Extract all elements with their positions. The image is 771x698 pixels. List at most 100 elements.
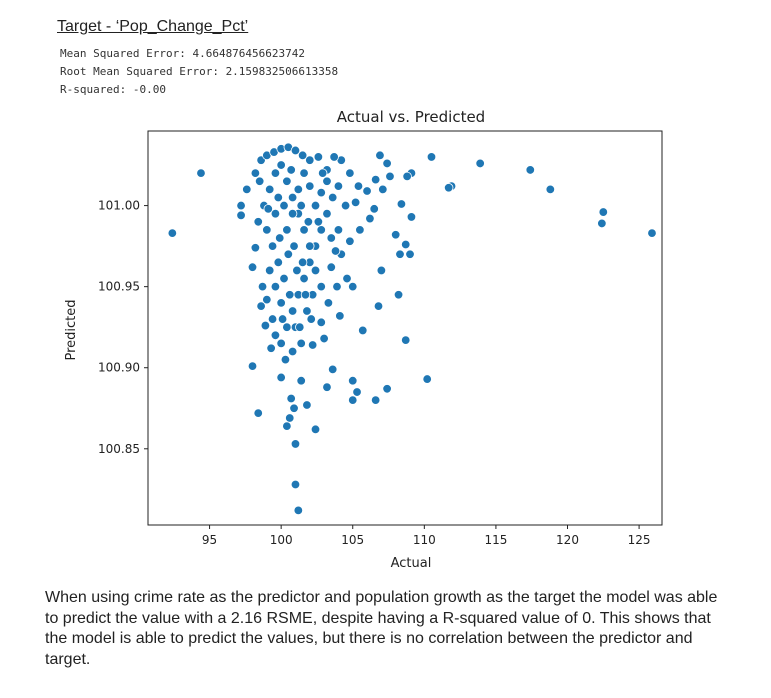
data-point: [287, 306, 298, 316]
data-point: [282, 421, 292, 431]
data-point: [393, 290, 404, 300]
data-point: [302, 400, 312, 410]
data-point: [330, 246, 341, 256]
data-point: [242, 184, 252, 195]
data-point: [250, 243, 261, 253]
y-tick-label: 100.95: [98, 280, 140, 294]
data-point: [262, 225, 272, 235]
data-point: [264, 265, 275, 276]
data-point: [322, 208, 332, 219]
data-point: [273, 257, 283, 268]
data-point: [313, 217, 324, 227]
data-point: [369, 204, 379, 214]
data-point: [327, 192, 338, 203]
data-point: [348, 375, 358, 386]
data-point: [395, 249, 405, 259]
data-point: [285, 290, 295, 300]
rmse-output: Root Mean Squared Error: 2.1598325066133…: [60, 65, 339, 78]
data-point: [402, 171, 412, 182]
data-point: [297, 150, 308, 161]
scatter-chart: Actual vs. Predicted 95 100 105 110 115 120 12…: [64, 108, 663, 571]
data-point: [647, 228, 657, 238]
data-point: [282, 225, 292, 235]
data-point: [236, 200, 246, 211]
data-point: [295, 322, 305, 332]
data-point: [333, 225, 344, 235]
data-point: [254, 176, 265, 186]
data-point: [443, 183, 454, 193]
data-point: [290, 145, 301, 156]
data-point: [299, 225, 309, 235]
data-point: [405, 249, 415, 259]
data-point: [378, 184, 388, 195]
data-point: [276, 298, 286, 308]
data-point: [277, 314, 288, 324]
x-tick-label: 115: [484, 533, 507, 547]
data-point: [250, 168, 261, 178]
data-point: [290, 479, 301, 490]
data-point: [426, 152, 437, 162]
data-point: [323, 298, 334, 308]
data-point: [375, 150, 385, 161]
data-point: [332, 281, 342, 292]
data-point: [299, 168, 309, 178]
data-point: [327, 364, 338, 375]
data-point: [598, 207, 608, 217]
data-point: [247, 262, 258, 272]
data-point: [260, 320, 271, 331]
y-tick-label: 100.90: [98, 361, 140, 375]
data-point: [270, 168, 281, 178]
data-point: [345, 168, 355, 178]
data-point: [276, 160, 286, 170]
data-point: [352, 387, 362, 397]
plot-frame: [147, 130, 663, 526]
data-point: [287, 346, 298, 357]
data-point: [345, 236, 355, 246]
data-point: [296, 338, 306, 349]
data-point: [316, 281, 326, 292]
data-point: [396, 199, 407, 209]
data-point: [475, 158, 485, 169]
data-point: [316, 317, 326, 328]
data-point: [282, 322, 292, 332]
data-point: [329, 152, 339, 162]
data-point: [373, 301, 384, 311]
data-point: [370, 174, 381, 185]
data-point: [348, 281, 358, 292]
y-axis: 100.85 100.90 100.95 101.00: [98, 199, 148, 456]
data-point: [279, 273, 289, 284]
data-point: [305, 155, 315, 165]
data-point: [348, 395, 358, 405]
data-point: [362, 186, 372, 196]
data-point: [306, 314, 316, 324]
data-point: [286, 165, 296, 175]
data-point: [326, 262, 336, 272]
data-point: [322, 176, 332, 186]
analysis-paragraph: When using crime rate as the predictor a…: [45, 589, 718, 668]
data-point: [253, 217, 263, 227]
data-point: [256, 301, 266, 311]
data-point: [280, 354, 291, 365]
data-point: [264, 184, 275, 195]
data-point: [267, 241, 278, 251]
data-point: [342, 273, 352, 284]
r-squared-output: R-squared: -0.00: [60, 83, 166, 96]
x-tick-label: 105: [341, 533, 364, 547]
data-point: [307, 340, 318, 350]
data-point: [296, 200, 306, 211]
data-point: [276, 338, 286, 349]
x-axis: 95 100 105 110 115 120 125: [202, 525, 651, 547]
data-point: [370, 395, 381, 405]
data-point: [310, 265, 321, 276]
y-axis-label: Predicted: [64, 299, 79, 360]
data-point: [167, 228, 178, 238]
data-point: [353, 181, 364, 191]
data-point: [335, 311, 345, 321]
data-point: [297, 257, 308, 268]
chart-title: Actual vs. Predicted: [337, 108, 485, 126]
data-point: [270, 330, 281, 340]
data-point: [303, 217, 314, 227]
data-point: [263, 204, 273, 214]
x-tick-label: 120: [556, 533, 579, 547]
x-tick-label: 100: [270, 533, 293, 547]
